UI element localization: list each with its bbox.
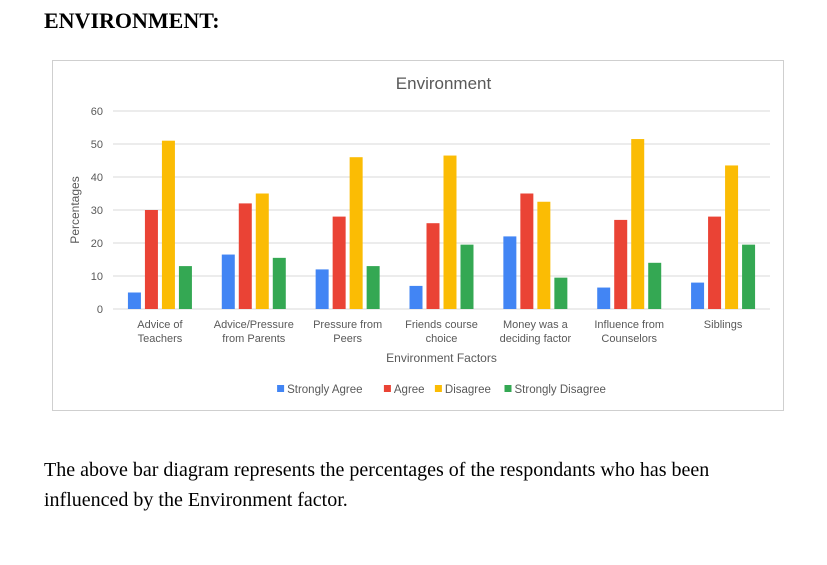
bar-strongly-disagree bbox=[554, 277, 568, 309]
y-tick-label: 30 bbox=[91, 205, 103, 217]
bar-disagree bbox=[631, 139, 645, 309]
bar-agree bbox=[708, 216, 722, 309]
x-tick-label: deciding factor bbox=[500, 333, 572, 345]
y-tick-label: 10 bbox=[91, 271, 103, 283]
bar-agree bbox=[332, 216, 346, 309]
x-tick-label: Advice/Pressure bbox=[214, 319, 294, 331]
x-tick-label: Siblings bbox=[704, 319, 743, 331]
chart-title: Environment bbox=[396, 74, 492, 93]
bar-strongly-agree bbox=[597, 287, 611, 309]
bar-strongly-agree bbox=[691, 282, 705, 309]
bar-strongly-agree bbox=[315, 269, 329, 309]
legend-label: Strongly Agree bbox=[287, 384, 362, 396]
y-axis-label: Percentages bbox=[68, 176, 82, 243]
bar-strongly-agree bbox=[221, 254, 235, 309]
x-tick-label: Peers bbox=[333, 333, 362, 345]
x-tick-label: Influence from bbox=[594, 319, 664, 331]
legend-swatch bbox=[383, 385, 391, 392]
y-tick-label: 40 bbox=[91, 172, 103, 184]
x-tick-label: choice bbox=[426, 333, 458, 345]
y-tick-label: 20 bbox=[91, 238, 103, 250]
bar-strongly-disagree bbox=[742, 244, 756, 309]
bar-disagree bbox=[349, 157, 363, 309]
bar-strongly-agree bbox=[127, 292, 141, 309]
bar-disagree bbox=[255, 193, 269, 309]
bar-agree bbox=[520, 193, 534, 309]
bar-disagree bbox=[537, 201, 551, 309]
x-tick-label: Friends course bbox=[405, 319, 478, 331]
x-axis-label: Environment Factors bbox=[386, 351, 497, 365]
bar-disagree bbox=[161, 140, 175, 309]
x-tick-label: from Parents bbox=[222, 333, 285, 345]
chart-container: Environment 0 10 20 30 40 50 60 Percentages Advic… bbox=[52, 60, 784, 411]
bar-chart: Environment 0 10 20 30 40 50 60 Percentages Advic… bbox=[68, 74, 770, 396]
bar-agree bbox=[614, 219, 628, 309]
bar-strongly-agree bbox=[503, 236, 517, 309]
x-tick-label: Teachers bbox=[138, 333, 183, 345]
x-tick-label: Advice of bbox=[137, 319, 183, 331]
y-tick-label: 50 bbox=[91, 139, 103, 151]
bar-disagree bbox=[443, 155, 457, 309]
legend-label: Strongly Disagree bbox=[515, 384, 606, 396]
bar-strongly-disagree bbox=[366, 266, 380, 309]
legend-swatch bbox=[434, 385, 442, 392]
bar-agree bbox=[426, 223, 440, 309]
legend-label: Disagree bbox=[445, 384, 491, 396]
bar-agree bbox=[144, 210, 158, 309]
x-tick-label: Money was a bbox=[503, 319, 569, 331]
bar-strongly-disagree bbox=[648, 262, 662, 309]
caption-paragraph: The above bar diagram represents the per… bbox=[44, 459, 710, 511]
x-tick-label: Pressure from bbox=[313, 319, 382, 331]
bar-disagree bbox=[725, 165, 739, 309]
bar-strongly-disagree bbox=[178, 266, 192, 309]
y-tick-label: 0 bbox=[97, 304, 103, 316]
y-tick-label: 60 bbox=[91, 106, 103, 118]
bar-strongly-agree bbox=[409, 285, 423, 309]
x-tick-label: Counselors bbox=[601, 333, 657, 345]
bar-agree bbox=[238, 203, 252, 309]
section-heading: ENVIRONMENT: bbox=[44, 8, 220, 33]
legend-swatch bbox=[277, 385, 285, 392]
bar-strongly-disagree bbox=[460, 244, 474, 309]
legend-swatch bbox=[504, 385, 512, 392]
bar-strongly-disagree bbox=[272, 257, 286, 309]
legend-label: Agree bbox=[394, 384, 425, 396]
